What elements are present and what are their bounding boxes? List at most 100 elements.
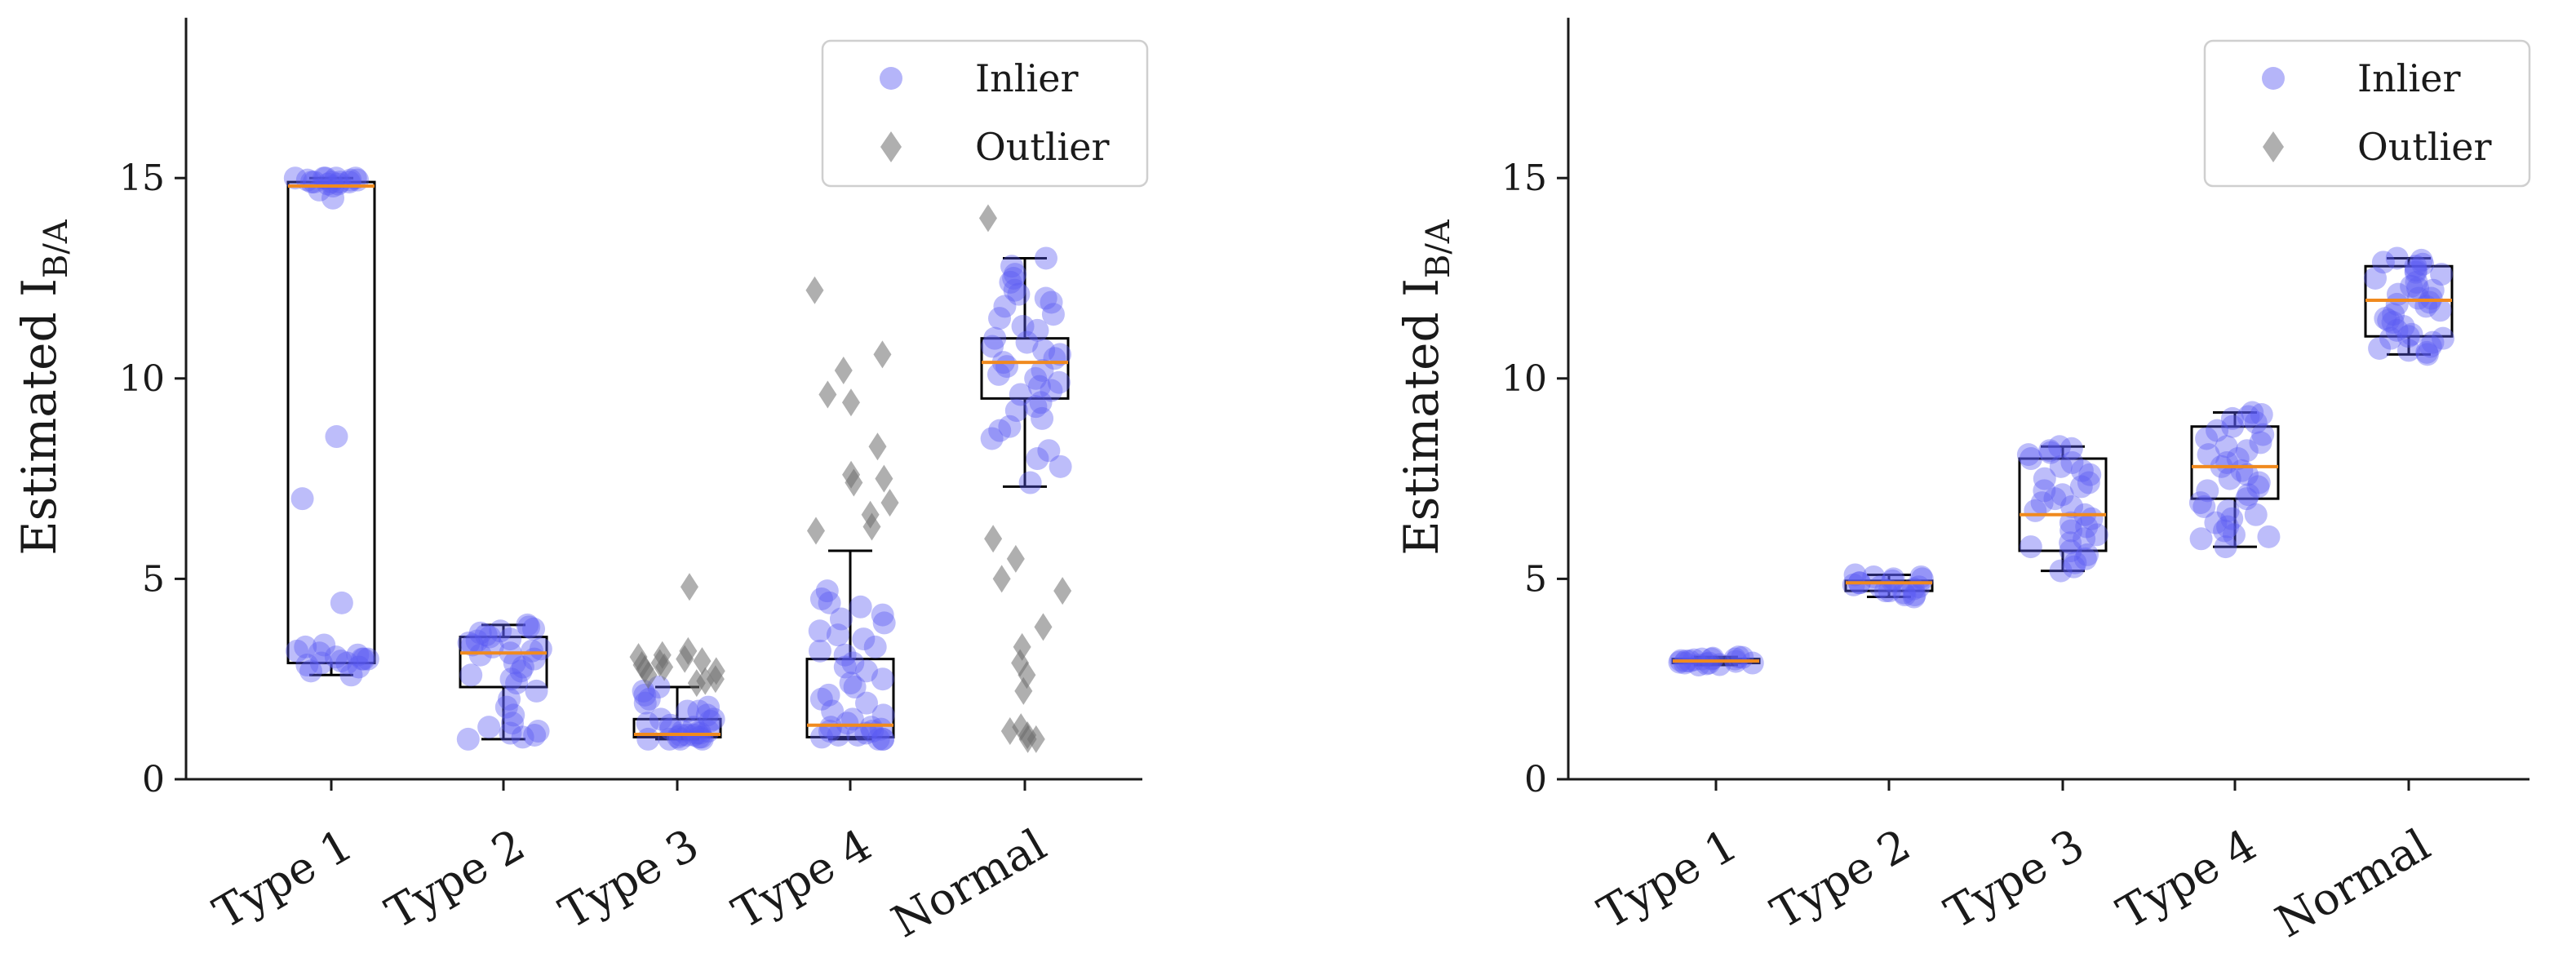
- y-tick-label-right-15: 15: [1501, 157, 1547, 199]
- inlier-point: [839, 672, 862, 695]
- inlier-point: [2078, 463, 2102, 486]
- inlier-point: [2400, 274, 2423, 298]
- inlier-point: [2415, 340, 2439, 364]
- inlier-point: [2411, 252, 2435, 276]
- outlier-point: [818, 380, 837, 409]
- inlier-point: [2062, 555, 2086, 579]
- inlier-point: [2043, 487, 2067, 511]
- legend-frame-left: [821, 39, 1149, 188]
- y-axis-label-subscript-left: B/A: [38, 219, 75, 278]
- outlier-point: [680, 573, 698, 601]
- inlier-point: [313, 633, 336, 657]
- inlier-point: [516, 613, 539, 636]
- legend-inlier-marker-left: [880, 67, 902, 90]
- outlier-point: [706, 665, 725, 694]
- legend-outlier-label-left: Outlier: [975, 125, 1109, 169]
- plot-area-right: [1668, 246, 2455, 677]
- inlier-point: [810, 725, 834, 749]
- inlier-point: [1893, 583, 1917, 607]
- inliers-left-normal: [980, 246, 1072, 494]
- inlier-point: [1026, 318, 1049, 342]
- inlier-point: [2049, 454, 2073, 478]
- inlier-point: [687, 699, 711, 723]
- inlier-point: [1700, 647, 1723, 671]
- inlier-point: [871, 667, 894, 691]
- inlier-point: [1842, 573, 1865, 596]
- inlier-point: [2049, 559, 2073, 583]
- inlier-point: [350, 647, 374, 671]
- outlier-point: [880, 489, 899, 517]
- inlier-point: [815, 579, 839, 603]
- inlier-point: [328, 171, 352, 194]
- inlier-point: [636, 712, 659, 735]
- inlier-point: [2230, 459, 2254, 482]
- inlier-point: [526, 720, 550, 743]
- inlier-point: [987, 362, 1010, 386]
- outlier-point: [875, 464, 893, 493]
- inlier-point: [326, 172, 350, 196]
- inlier-point: [529, 637, 552, 661]
- inlier-point: [2368, 336, 2392, 360]
- inlier-point: [517, 615, 541, 639]
- inlier-point: [1026, 447, 1049, 471]
- inlier-point: [1881, 569, 1904, 592]
- inlier-point: [308, 178, 331, 202]
- inlier-point: [498, 687, 521, 711]
- inlier-point: [697, 695, 720, 719]
- inlier-point: [829, 607, 853, 631]
- plot-area-left: [283, 166, 1072, 753]
- inlier-point: [2226, 447, 2250, 471]
- inlier-point: [2195, 427, 2219, 450]
- inlier-point: [2385, 318, 2409, 342]
- box-body: [805, 658, 895, 738]
- inlier-point: [1731, 645, 1754, 669]
- inlier-point: [2235, 463, 2259, 486]
- outlier-point: [1000, 717, 1019, 746]
- inlier-point: [474, 623, 498, 647]
- inlier-point: [1874, 579, 1898, 603]
- inlier-point: [499, 627, 522, 651]
- inlier-point: [855, 691, 879, 715]
- inlier-point: [980, 427, 1004, 450]
- inlier-point: [637, 687, 661, 711]
- inlier-point: [2251, 423, 2275, 446]
- inlier-point: [295, 654, 319, 677]
- box-body: [2190, 425, 2280, 500]
- inlier-point: [468, 621, 492, 645]
- inlier-point: [2216, 499, 2240, 522]
- inlier-point: [843, 676, 867, 699]
- inlier-point: [676, 699, 699, 723]
- inlier-point: [2419, 286, 2443, 310]
- inlier-point: [494, 695, 518, 719]
- inlier-point: [521, 639, 544, 663]
- inlier-point: [456, 727, 480, 751]
- inlier-point: [1009, 383, 1032, 406]
- inlier-point: [347, 655, 370, 679]
- inlier-point: [1032, 339, 1056, 362]
- inlier-point: [511, 725, 534, 749]
- inlier-point: [299, 659, 322, 683]
- inlier-point: [324, 166, 348, 190]
- inlier-point: [320, 171, 344, 194]
- outlier-point: [1034, 613, 1053, 641]
- inlier-point: [695, 703, 719, 727]
- inlier-point: [505, 672, 529, 695]
- inlier-point: [489, 619, 512, 643]
- inlier-point: [1004, 399, 1028, 423]
- inlier-point: [1727, 645, 1750, 669]
- inlier-point: [671, 720, 694, 743]
- inlier-point: [509, 659, 533, 683]
- inlier-point: [702, 707, 725, 731]
- inlier-point: [1034, 286, 1057, 310]
- box-body: [980, 337, 1070, 400]
- inlier-point: [2213, 519, 2237, 543]
- outlier-point: [868, 432, 887, 461]
- outlier-point: [841, 388, 860, 417]
- inlier-point: [2016, 443, 2040, 467]
- inlier-point: [344, 166, 367, 190]
- box-left-type-4: [805, 549, 895, 741]
- inlier-point: [1000, 255, 1024, 278]
- inlier-point: [995, 355, 1018, 379]
- inlier-point: [2244, 503, 2268, 526]
- inlier-point: [2396, 325, 2420, 348]
